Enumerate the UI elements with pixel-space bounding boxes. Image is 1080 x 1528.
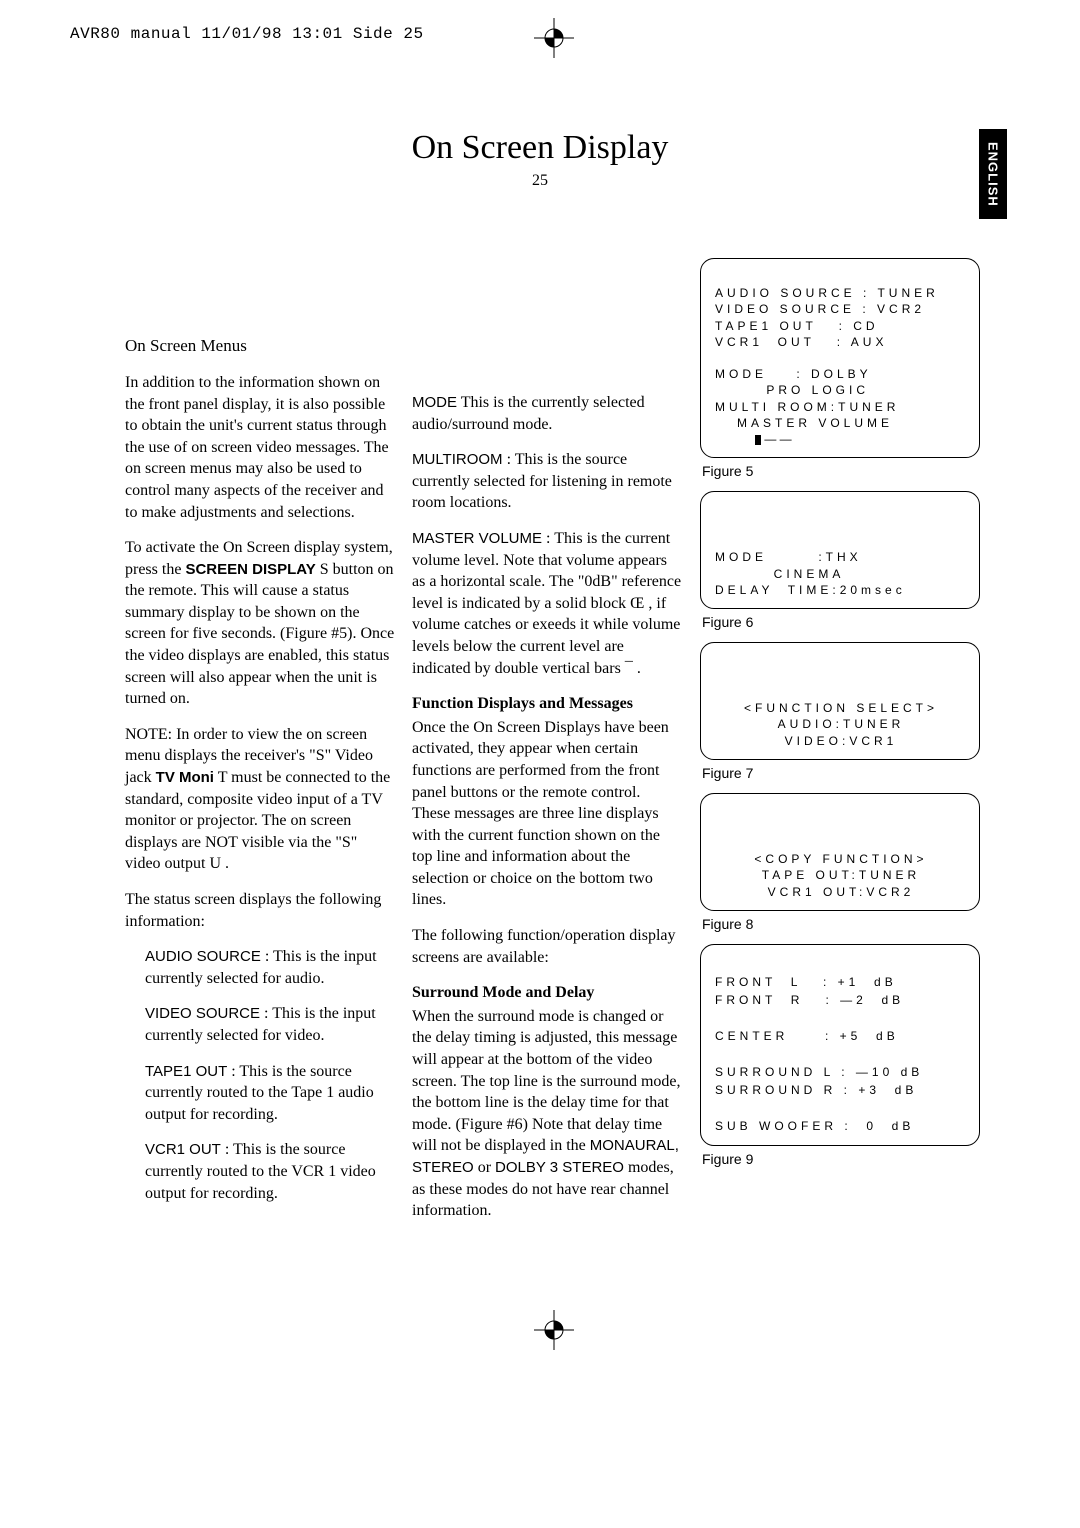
- figure-caption: Figure 6: [702, 613, 980, 632]
- figure-caption: Figure 9: [702, 1150, 980, 1169]
- page-title: On Screen Display: [0, 129, 1080, 167]
- column-middle: MODE This is the currently selected audi…: [412, 392, 682, 1236]
- print-slug: AVR80 manual 11/01/98 13:01 Side 25: [70, 25, 424, 43]
- crop-mark-bottom: [534, 1310, 574, 1355]
- figure-caption: Figure 7: [702, 764, 980, 783]
- list-item: VCR1 OUT : This is the source currently …: [145, 1139, 395, 1204]
- body-text: The status screen displays the following…: [125, 889, 395, 932]
- figure-caption: Figure 8: [702, 915, 980, 934]
- list-item: TAPE1 OUT : This is the source currently…: [145, 1061, 395, 1126]
- tape1-out-label: TAPE1 OUT: [145, 1063, 227, 1080]
- page-number: 25: [0, 172, 1080, 190]
- body-text: MODE This is the currently selected audi…: [412, 392, 682, 435]
- multiroom-label: MULTIROOM: [412, 451, 503, 468]
- osd-figure-9: FRONT L : +1 dB FRONT R : —2 dB CENTER :…: [700, 944, 980, 1146]
- body-text: To activate the On Screen display system…: [125, 537, 395, 710]
- volume-bar-icon: [755, 435, 761, 445]
- language-tab: ENGLISH: [979, 129, 1007, 219]
- crop-mark-top: [534, 18, 574, 63]
- section-heading-surround: Surround Mode and Delay: [412, 982, 682, 1004]
- body-text: Once the On Screen Displays have been ac…: [412, 717, 682, 911]
- mode-label: MODE: [412, 394, 457, 411]
- osd-figure-7: <FUNCTION SELECT> AUDIO:TUNER VIDEO:VCR1: [700, 642, 980, 760]
- figure-caption: Figure 5: [702, 462, 980, 481]
- dolby3-stereo-label: DOLBY 3 STEREO: [495, 1159, 624, 1176]
- body-text: NOTE: In order to view the on screen men…: [125, 724, 395, 875]
- body-text: In addition to the information shown on …: [125, 372, 395, 523]
- body-text: MULTIROOM : This is the source currently…: [412, 449, 682, 514]
- tv-moni-label: TV Moni: [156, 769, 214, 786]
- column-left: On Screen Menus In addition to the infor…: [125, 335, 395, 1218]
- section-heading-menus: On Screen Menus: [125, 335, 395, 358]
- section-heading-functions: Function Displays and Messages: [412, 693, 682, 715]
- master-volume-label: MASTER VOLUME: [412, 530, 542, 547]
- body-text: When the surround mode is changed or the…: [412, 1006, 682, 1222]
- osd-figure-8: <COPY FUNCTION> TAPE OUT:TUNER VCR1 OUT:…: [700, 793, 980, 911]
- audio-source-label: AUDIO SOURCE: [145, 948, 261, 965]
- body-text: MASTER VOLUME : This is the current volu…: [412, 528, 682, 679]
- column-right-figures: AUDIO SOURCE : TUNER VIDEO SOURCE : VCR2…: [700, 258, 980, 1179]
- body-text: The following function/operation display…: [412, 925, 682, 968]
- osd-figure-6: MODE :THX CINEMA DELAY TIME:20msec: [700, 491, 980, 609]
- status-list: AUDIO SOURCE : This is the input current…: [125, 946, 395, 1204]
- list-item: VIDEO SOURCE : This is the input current…: [145, 1003, 395, 1046]
- list-item: AUDIO SOURCE : This is the input current…: [145, 946, 395, 989]
- screen-display-label: SCREEN DISPLAY: [185, 561, 315, 578]
- vcr1-out-label: VCR1 OUT: [145, 1141, 221, 1158]
- video-source-label: VIDEO SOURCE: [145, 1005, 260, 1022]
- osd-figure-5: AUDIO SOURCE : TUNER VIDEO SOURCE : VCR2…: [700, 258, 980, 458]
